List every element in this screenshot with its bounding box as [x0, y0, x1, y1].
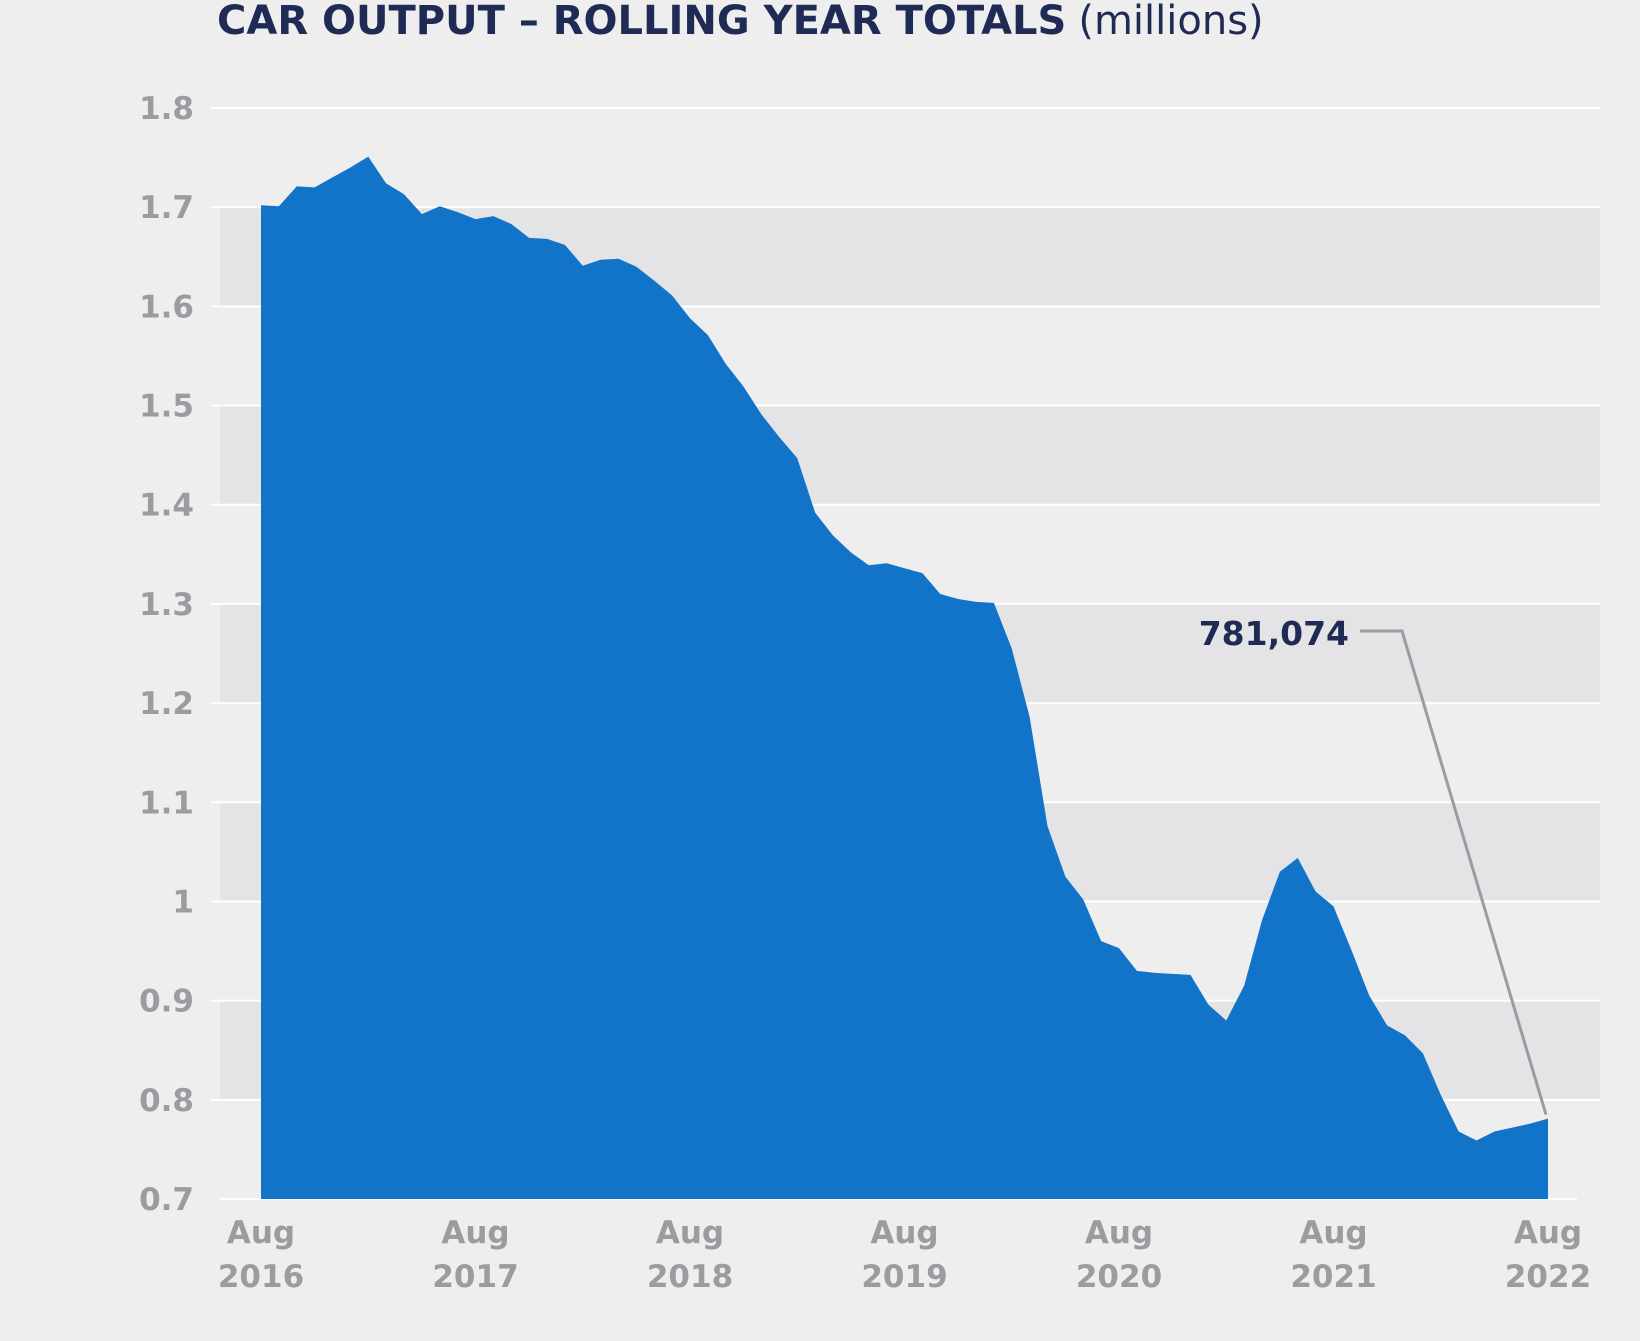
data-label: 781,074 — [1199, 614, 1349, 653]
title-unit: (millions) — [1078, 0, 1263, 44]
x-tick-label-line: 2018 — [647, 1259, 733, 1295]
y-tick-label: 1.6 — [139, 289, 194, 325]
x-tick-label-line: Aug — [227, 1215, 295, 1251]
x-tick-label-line: Aug — [1514, 1215, 1582, 1251]
area — [261, 156, 1548, 1199]
leader-line — [1360, 629, 1548, 1116]
x-tick-label-line: 2020 — [1076, 1259, 1162, 1295]
title-main: CAR OUTPUT – ROLLING YEAR TOTALS — [217, 0, 1066, 44]
x-tick-label-line: 2016 — [218, 1259, 304, 1295]
x-tick-label: Aug 2022 — [1505, 1215, 1591, 1295]
x-tick-label: Aug 2017 — [432, 1215, 518, 1295]
y-tick-label: 1 — [172, 884, 194, 920]
y-tick-label: 1.3 — [139, 587, 194, 623]
chart-title: CAR OUTPUT – ROLLING YEAR TOTALS (million… — [217, 0, 1264, 44]
x-tick-label-line: 2017 — [432, 1259, 518, 1295]
y-tick-label: 0.7 — [139, 1182, 194, 1218]
x-tick-label-line: 2022 — [1505, 1259, 1591, 1295]
x-tick-label-line: Aug — [1085, 1215, 1153, 1251]
y-tick-label: 1.1 — [139, 785, 194, 821]
y-tick-label: 1.8 — [139, 91, 194, 127]
y-tick-label: 1.5 — [139, 389, 194, 425]
y-tick-label: 0.9 — [139, 984, 194, 1020]
x-tick-label: Aug 2019 — [861, 1215, 947, 1295]
x-tick-label: Aug 2020 — [1076, 1215, 1162, 1295]
x-tick-label: Aug 2018 — [647, 1215, 733, 1295]
y-tick-label: 0.8 — [139, 1083, 194, 1119]
x-tick-label: Aug 2021 — [1290, 1215, 1376, 1295]
x-tick-label-line: Aug — [870, 1215, 938, 1251]
x-tick-label-line: 2019 — [861, 1259, 947, 1295]
x-tick-label-line: 2021 — [1290, 1259, 1376, 1295]
x-tick-label: Aug 2016 — [218, 1215, 304, 1295]
x-tick-label-line: Aug — [656, 1215, 724, 1251]
y-tick-label: 1.7 — [139, 190, 194, 226]
x-tick-label-line: Aug — [1299, 1215, 1367, 1251]
x-tick-label-line: Aug — [441, 1215, 509, 1251]
y-tick-label: 1.2 — [139, 686, 194, 722]
y-tick-label: 1.4 — [139, 488, 194, 524]
